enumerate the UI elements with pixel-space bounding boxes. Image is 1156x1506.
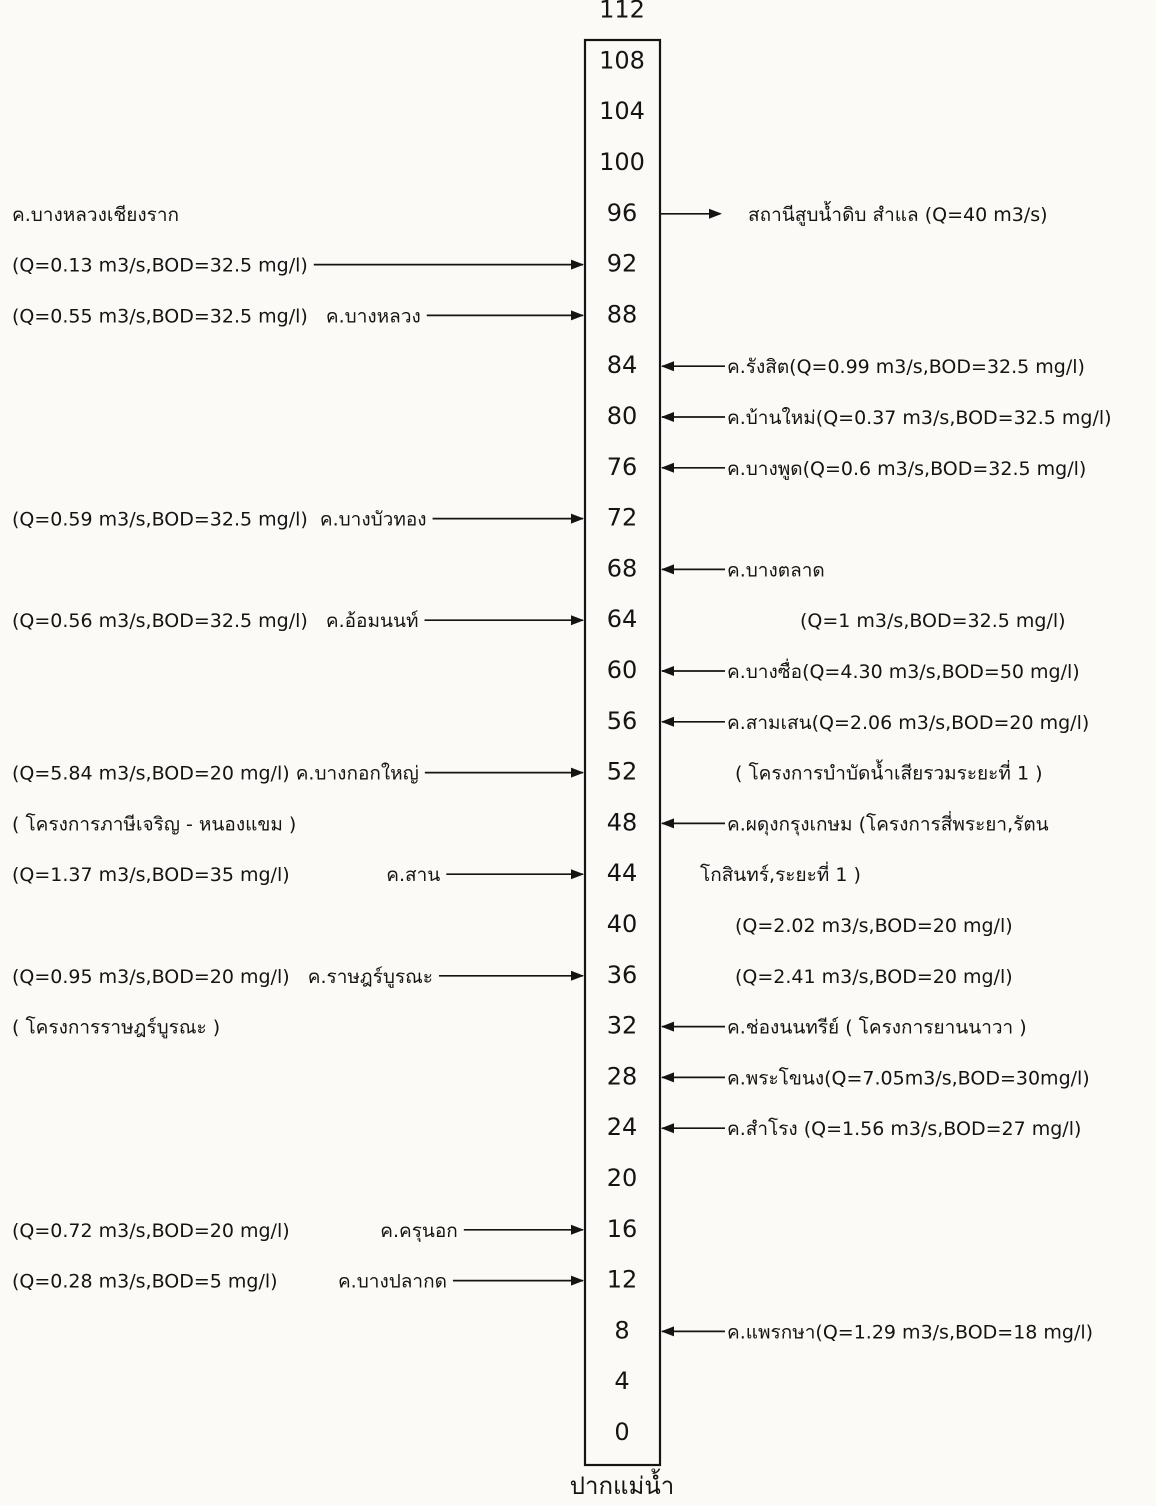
river-channel bbox=[583, 38, 662, 1467]
right-annotation: (Q=2.41 m3/s,BOD=20 mg/l) bbox=[735, 966, 1013, 988]
tributary-arrows bbox=[313, 208, 725, 1337]
km-mark: 36 bbox=[607, 961, 638, 989]
arrow-head bbox=[661, 412, 674, 422]
right-annotation: (Q=2.02 m3/s,BOD=20 mg/l) bbox=[735, 915, 1013, 937]
km-mark: 12 bbox=[607, 1266, 638, 1294]
km-mark: 48 bbox=[607, 808, 638, 836]
arrow-head bbox=[661, 361, 674, 372]
km-mark: 16 bbox=[607, 1215, 638, 1243]
right-annotation: ค.แพรกษา(Q=1.29 m3/s,BOD=18 mg/l) bbox=[727, 1321, 1093, 1343]
km-mark: 112 bbox=[599, 0, 645, 24]
right-annotation: ( โครงการบำบัดน้ำเสียรวมระยะที่ 1 ) bbox=[735, 760, 1043, 785]
km-mark: 108 bbox=[599, 46, 645, 74]
arrow-head bbox=[661, 1021, 674, 1032]
km-mark: 32 bbox=[607, 1012, 638, 1040]
km-mark: 80 bbox=[607, 402, 638, 430]
km-mark: 4 bbox=[614, 1367, 629, 1395]
right-annotation: ค.บางซื่อ(Q=4.30 m3/s,BOD=50 mg/l) bbox=[727, 658, 1080, 683]
left-annotation: (Q=0.72 m3/s,BOD=20 mg/l) ค.ครุนอก bbox=[12, 1220, 458, 1243]
km-mark: 64 bbox=[607, 605, 638, 633]
right-annotation: ค.ผดุงกรุงเกษม (โครงการสี่พระยา,รัตน bbox=[727, 810, 1049, 836]
arrow-head bbox=[571, 1275, 584, 1286]
arrow-head bbox=[661, 462, 674, 473]
left-annotation: (Q=0.13 m3/s,BOD=32.5 mg/l) bbox=[12, 255, 308, 277]
left-annotation: (Q=1.37 m3/s,BOD=35 mg/l) ค.สาน bbox=[12, 864, 440, 886]
right-annotation: ค.บางพูด(Q=0.6 m3/s,BOD=32.5 mg/l) bbox=[727, 458, 1086, 480]
left-annotation: (Q=0.28 m3/s,BOD=5 mg/l) ค.บางปลากด bbox=[12, 1271, 447, 1293]
arrow-head bbox=[661, 716, 674, 727]
right-annotation: ค.บ้านใหม่(Q=0.37 m3/s,BOD=32.5 mg/l) bbox=[727, 407, 1112, 429]
left-annotation: (Q=0.56 m3/s,BOD=32.5 mg/l) ค.อ้อมนนท์ bbox=[12, 610, 419, 632]
km-mark: 76 bbox=[607, 453, 638, 481]
arrow-head bbox=[661, 818, 674, 829]
arrow-head bbox=[571, 259, 584, 270]
km-mark: 28 bbox=[607, 1062, 638, 1090]
right-annotation: (Q=1 m3/s,BOD=32.5 mg/l) bbox=[800, 610, 1066, 632]
right-annotation: ค.รังสิต(Q=0.99 m3/s,BOD=32.5 mg/l) bbox=[727, 356, 1085, 378]
km-mark: 92 bbox=[607, 250, 638, 278]
arrow-head bbox=[571, 869, 584, 880]
left-annotation: ( โครงการราษฎร์บูรณะ ) bbox=[12, 1016, 220, 1039]
right-annotation: ค.สำโรง (Q=1.56 m3/s,BOD=27 mg/l) bbox=[727, 1117, 1081, 1140]
km-mark: 96 bbox=[607, 199, 638, 227]
left-annotation: (Q=5.84 m3/s,BOD=20 mg/l) ค.บางกอกใหญ่ bbox=[12, 763, 419, 785]
left-annotation: (Q=0.95 m3/s,BOD=20 mg/l) ค.ราษฎร์บูรณะ bbox=[12, 966, 433, 988]
arrow-head bbox=[571, 767, 584, 778]
arrow-head bbox=[661, 564, 674, 575]
arrow-head bbox=[661, 1123, 674, 1134]
left-bank-labels: ค.บางหลวงเชียงราก (Q=0.13 m3/s,BOD=32.5 m… bbox=[12, 204, 458, 1293]
right-annotation: ค.ช่องนนทรีย์ ( โครงการยานนาวา ) bbox=[727, 1016, 1027, 1039]
right-bank-labels: สถานีสูบน้ำดิบ สำแล (Q=40 m3/s) ค.รังสิต(… bbox=[700, 201, 1112, 1344]
right-annotation: โกสินทร์,ระยะที่ 1 ) bbox=[700, 861, 861, 886]
arrow-head bbox=[571, 1224, 584, 1235]
arrow-head bbox=[571, 513, 584, 524]
km-mark: 20 bbox=[607, 1164, 638, 1192]
arrow-head bbox=[571, 970, 584, 981]
river-mouth-label: ปากแม่น้ำ bbox=[570, 1468, 674, 1500]
arrow-head bbox=[661, 666, 674, 676]
km-mark: 72 bbox=[607, 504, 638, 532]
arrow-head bbox=[661, 1072, 674, 1083]
arrow-head bbox=[709, 208, 722, 219]
km-mark: 56 bbox=[607, 707, 638, 735]
km-mark: 84 bbox=[607, 351, 638, 379]
km-mark: 100 bbox=[599, 148, 645, 176]
left-annotation: (Q=0.55 m3/s,BOD=32.5 mg/l) ค.บางหลวง bbox=[12, 305, 421, 327]
km-mark: 24 bbox=[607, 1113, 638, 1141]
left-annotation: ค.บางหลวงเชียงราก bbox=[12, 204, 179, 226]
left-annotation: (Q=0.59 m3/s,BOD=32.5 mg/l) ค.บางบัวทอง bbox=[12, 509, 427, 531]
arrow-head bbox=[571, 615, 584, 626]
right-annotation: ค.สามเสน(Q=2.06 m3/s,BOD=20 mg/l) bbox=[727, 712, 1089, 734]
km-mark: 8 bbox=[614, 1316, 629, 1344]
km-mark: 68 bbox=[607, 554, 638, 582]
arrow-head bbox=[661, 1326, 674, 1337]
right-annotation: ค.พระโขนง(Q=7.05m3/s,BOD=30mg/l) bbox=[727, 1066, 1090, 1089]
km-mark: 44 bbox=[607, 859, 638, 887]
right-annotation: ค.บางตลาด bbox=[727, 559, 825, 581]
km-mark: 0 bbox=[614, 1418, 629, 1446]
km-mark: 88 bbox=[607, 300, 638, 328]
left-annotation: ( โครงการภาษีเจริญ - หนองแขม ) bbox=[12, 812, 296, 835]
km-mark: 60 bbox=[607, 656, 638, 684]
km-mark: 40 bbox=[607, 910, 638, 938]
right-annotation: สถานีสูบน้ำดิบ สำแล (Q=40 m3/s) bbox=[748, 201, 1048, 226]
km-mark: 104 bbox=[599, 97, 645, 125]
arrow-head bbox=[571, 310, 584, 321]
km-mark: 52 bbox=[607, 758, 638, 786]
km-scale: 1121081041009692888480767268646056524844… bbox=[599, 0, 645, 1446]
